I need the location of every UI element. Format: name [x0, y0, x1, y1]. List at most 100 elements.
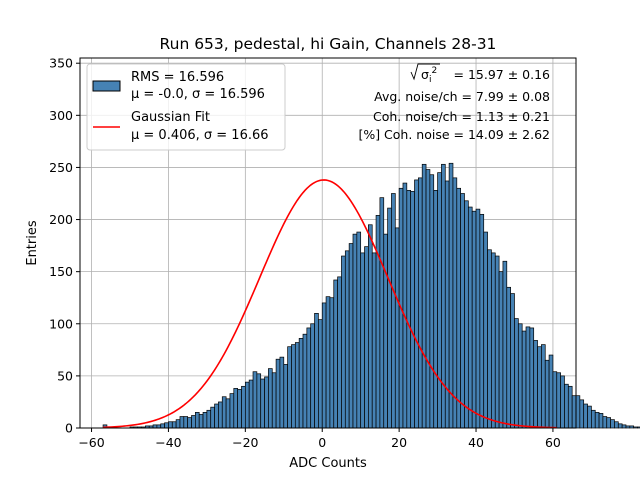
histogram-bar: [229, 393, 235, 429]
legend-entry-2-line2: μ = 0.406, σ = 16.66: [131, 128, 269, 143]
y-axis-ticks: 0 50 100 150 200 250 300 350: [49, 56, 80, 436]
histogram-bar: [483, 231, 488, 429]
histogram-bar: [537, 346, 542, 429]
histogram-bar: [602, 416, 608, 429]
histogram-bar: [529, 327, 535, 429]
histogram-bar: [210, 406, 215, 429]
histogram-bar: [637, 426, 640, 429]
y-tick-label: 250: [49, 160, 73, 175]
y-axis-label: Entries: [25, 220, 40, 266]
histogram-bar: [467, 206, 473, 429]
histogram-bar: [414, 179, 419, 429]
histogram-bar: [329, 297, 335, 429]
legend-entry-1-line1: RMS = 16.596: [131, 70, 224, 85]
histogram-bar: [364, 246, 369, 429]
gaussian-fit-line: [103, 179, 557, 429]
histogram-bar: [333, 279, 338, 429]
histogram-bar: [437, 172, 442, 429]
histogram-bar: [394, 227, 400, 429]
histogram-bar: [214, 403, 219, 429]
y-tick-label: 300: [49, 108, 73, 123]
histogram-bar: [360, 252, 365, 429]
histogram-bar: [202, 412, 208, 429]
histogram-bar: [594, 412, 600, 429]
x-tick-label: 60: [545, 435, 561, 450]
histogram-bar: [283, 364, 288, 429]
histogram-bar: [587, 405, 592, 429]
histogram-bar: [194, 412, 200, 429]
histogram-bar: [544, 359, 550, 429]
histogram-bar: [606, 417, 611, 429]
histogram-bar: [241, 385, 246, 429]
annotation-4: [%] Coh. noise = 14.09 ± 2.62: [358, 127, 550, 142]
histogram-bar: [337, 276, 342, 429]
histogram-bar: [279, 356, 285, 429]
y-tick-label: 50: [57, 368, 73, 383]
histogram-bar: [471, 210, 477, 429]
histogram-bar: [579, 399, 585, 429]
histogram-bar: [198, 414, 204, 429]
histogram-bar: [310, 323, 315, 429]
y-tick-label: 350: [49, 56, 73, 71]
histogram-bar: [348, 243, 354, 429]
x-tick-label: 0: [318, 435, 326, 450]
legend-entry-1-line2: μ = -0.0, σ = 16.596: [131, 87, 265, 102]
x-tick-label: −60: [78, 435, 104, 450]
histogram-bars: [102, 162, 640, 429]
x-tick-label: 40: [468, 435, 484, 450]
x-axis-label: ADC Counts: [289, 456, 367, 471]
histogram-bar: [291, 344, 296, 429]
histogram-bar: [221, 396, 227, 429]
histogram-bar: [287, 346, 292, 429]
histogram-bar: [168, 421, 173, 429]
histogram-bar: [256, 373, 262, 429]
histogram-bar: [275, 358, 281, 429]
histogram-bar: [421, 163, 427, 429]
annotation-2: Avg. noise/ch = 7.99 ± 0.08: [374, 89, 550, 104]
legend-histogram-swatch: [92, 80, 121, 92]
histogram-bar: [533, 340, 538, 429]
histogram-bar: [294, 342, 300, 429]
histogram-bar: [617, 423, 623, 429]
histogram-bar: [321, 302, 327, 429]
histogram-bar: [391, 193, 396, 429]
legend-box: [86, 63, 286, 151]
histogram-bar: [233, 388, 238, 429]
histogram-bar: [264, 376, 269, 429]
histogram-bar: [410, 191, 415, 429]
y-tick-label: 150: [49, 264, 73, 279]
histogram-bar: [175, 419, 181, 429]
histogram-bar: [502, 260, 508, 429]
histogram-bar: [206, 409, 212, 429]
histogram-bar: [191, 415, 196, 429]
histogram-bar: [498, 271, 504, 429]
histogram-bar: [506, 286, 511, 429]
histogram-bar: [271, 372, 277, 429]
histogram-bar: [248, 379, 254, 429]
histogram-bar: [179, 416, 185, 429]
chart-title: Run 653, pedestal, hi Gain, Channels 28-…: [160, 35, 497, 53]
histogram-bar: [479, 213, 485, 429]
histogram-bar: [548, 354, 554, 429]
histogram-bar: [379, 197, 385, 429]
histogram-bar: [344, 250, 350, 429]
histogram-bar: [418, 177, 423, 429]
histogram-bar: [356, 231, 362, 429]
histogram-bar: [302, 333, 308, 429]
noise-annotations: σi2 = 15.97 ± 0.16 Avg. noise/ch = 7.99 …: [358, 63, 550, 142]
histogram-bar: [187, 417, 192, 429]
histogram-bar: [268, 368, 273, 429]
histogram-bar: [564, 383, 569, 429]
y-tick-label: 0: [65, 421, 73, 436]
histogram-bar: [171, 421, 177, 429]
histogram-bar: [633, 426, 638, 429]
histogram-bar: [552, 371, 558, 429]
sqrt-icon: [410, 63, 440, 81]
histogram-bar: [610, 419, 615, 429]
histogram-bar: [494, 255, 500, 429]
histogram-bar: [352, 233, 358, 429]
histogram-bar: [237, 389, 242, 429]
histogram-bar: [406, 190, 412, 429]
legend-entry-2-line1: Gaussian Fit: [131, 110, 210, 125]
